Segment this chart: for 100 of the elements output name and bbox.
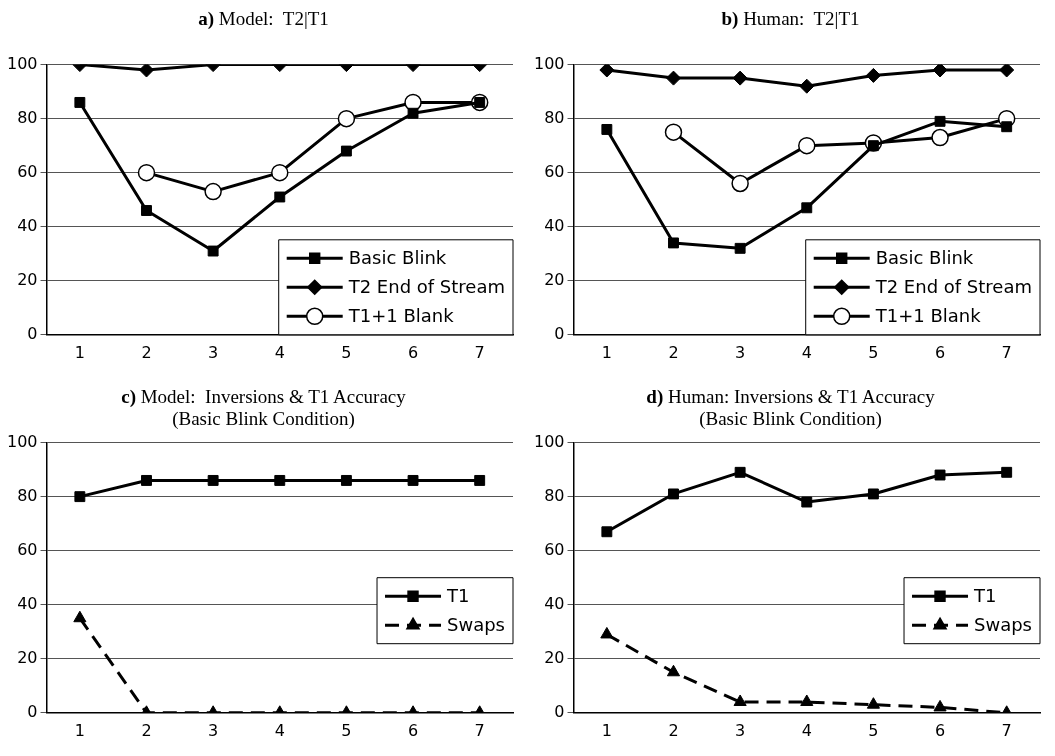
y-tick-label: 40 — [17, 593, 38, 613]
x-tick-label: 2 — [668, 720, 679, 740]
point — [340, 145, 352, 157]
chart-title: a) Model: T2|T1 — [197, 7, 330, 31]
y-tick-label: 80 — [17, 485, 38, 505]
point — [666, 664, 681, 677]
y-tick-label: 100 — [6, 53, 38, 73]
y-tick-label: 60 — [17, 161, 38, 181]
point — [800, 694, 814, 706]
x-tick-label: 4 — [274, 342, 285, 362]
x-tick-label: 7 — [474, 342, 485, 362]
point — [141, 205, 152, 216]
chart-title: b) Human: T2|T1 — [720, 7, 861, 31]
chart-title: d) Human: Inversions & T1 Accuracy — [646, 386, 935, 407]
legend-label: Swaps — [447, 613, 505, 635]
point — [337, 109, 356, 128]
point — [601, 124, 613, 135]
point — [734, 242, 746, 254]
point — [932, 64, 948, 78]
point — [474, 474, 486, 486]
point — [599, 64, 615, 78]
x-tick-label: 3 — [208, 720, 219, 740]
legend-label: Basic Blink — [348, 246, 447, 268]
point — [271, 163, 289, 182]
y-tick-label: 40 — [544, 593, 565, 613]
point — [73, 610, 87, 623]
chart-title: c) Model: Inversions & T1 Accuracy — [121, 386, 406, 407]
y-tick-label: 100 — [533, 431, 565, 451]
legend-label: T2 End of Stream — [347, 275, 505, 297]
point — [798, 136, 816, 155]
point — [933, 699, 947, 712]
point — [866, 697, 880, 709]
point — [141, 474, 152, 486]
point — [731, 174, 749, 193]
x-tick-label: 5 — [341, 342, 352, 362]
x-tick-label: 6 — [934, 720, 946, 740]
x-tick-label: 2 — [141, 342, 152, 362]
point — [664, 123, 683, 141]
point — [934, 469, 946, 481]
y-tick-label: 0 — [27, 701, 38, 721]
x-tick-label: 1 — [601, 342, 612, 362]
y-tick-label: 40 — [544, 215, 565, 235]
point — [407, 474, 419, 486]
y-tick-label: 60 — [544, 539, 565, 559]
x-tick-label: 6 — [407, 342, 419, 362]
y-tick-label: 60 — [17, 539, 38, 559]
y-tick-label: 80 — [17, 107, 38, 127]
point — [74, 96, 86, 108]
x-tick-label: 6 — [407, 720, 419, 740]
point — [207, 474, 219, 486]
point — [799, 78, 815, 94]
x-tick-label: 3 — [735, 720, 746, 740]
y-tick-label: 20 — [17, 647, 38, 667]
legend-label: T1+1 Blank — [347, 304, 455, 326]
y-tick-label: 0 — [554, 701, 565, 721]
point — [931, 128, 949, 147]
y-tick-label: 40 — [17, 215, 38, 235]
point — [865, 67, 881, 83]
y-tick-label: 0 — [554, 323, 565, 343]
point — [934, 115, 946, 127]
point — [867, 488, 879, 500]
point — [74, 491, 86, 503]
y-tick-label: 80 — [544, 107, 565, 127]
point — [274, 474, 286, 486]
legend-label: Swaps — [974, 613, 1032, 635]
y-tick-label: 0 — [27, 323, 38, 343]
point — [204, 182, 222, 201]
legend-label: Basic Blink — [875, 246, 974, 268]
x-tick-label: 4 — [801, 342, 812, 362]
x-tick-label: 7 — [1001, 342, 1012, 362]
point — [207, 245, 219, 257]
point — [801, 202, 813, 214]
point — [734, 466, 746, 478]
x-tick-label: 1 — [74, 342, 85, 362]
y-tick-label: 80 — [544, 485, 565, 505]
legend-label: T1 — [973, 584, 997, 606]
x-tick-label: 6 — [934, 342, 946, 362]
point — [407, 107, 419, 119]
point — [137, 163, 156, 182]
point — [668, 488, 679, 500]
point — [668, 237, 679, 249]
y-tick-label: 100 — [6, 431, 38, 451]
legend-label: T1 — [446, 584, 470, 606]
point — [801, 496, 813, 508]
x-tick-label: 1 — [74, 720, 85, 740]
legend-label: T2 End of Stream — [874, 275, 1032, 297]
point — [1001, 121, 1013, 133]
point — [600, 626, 614, 639]
legend-label: T1+1 Blank — [874, 304, 982, 326]
x-tick-label: 4 — [274, 720, 285, 740]
x-tick-label: 5 — [341, 720, 352, 740]
y-tick-label: 20 — [17, 269, 38, 289]
y-tick-label: 60 — [544, 161, 565, 181]
point — [732, 70, 748, 86]
point — [139, 64, 154, 78]
x-tick-label: 5 — [868, 720, 879, 740]
x-tick-label: 1 — [601, 720, 612, 740]
x-tick-label: 4 — [801, 720, 812, 740]
y-tick-label: 20 — [544, 269, 565, 289]
x-tick-label: 7 — [474, 720, 485, 740]
